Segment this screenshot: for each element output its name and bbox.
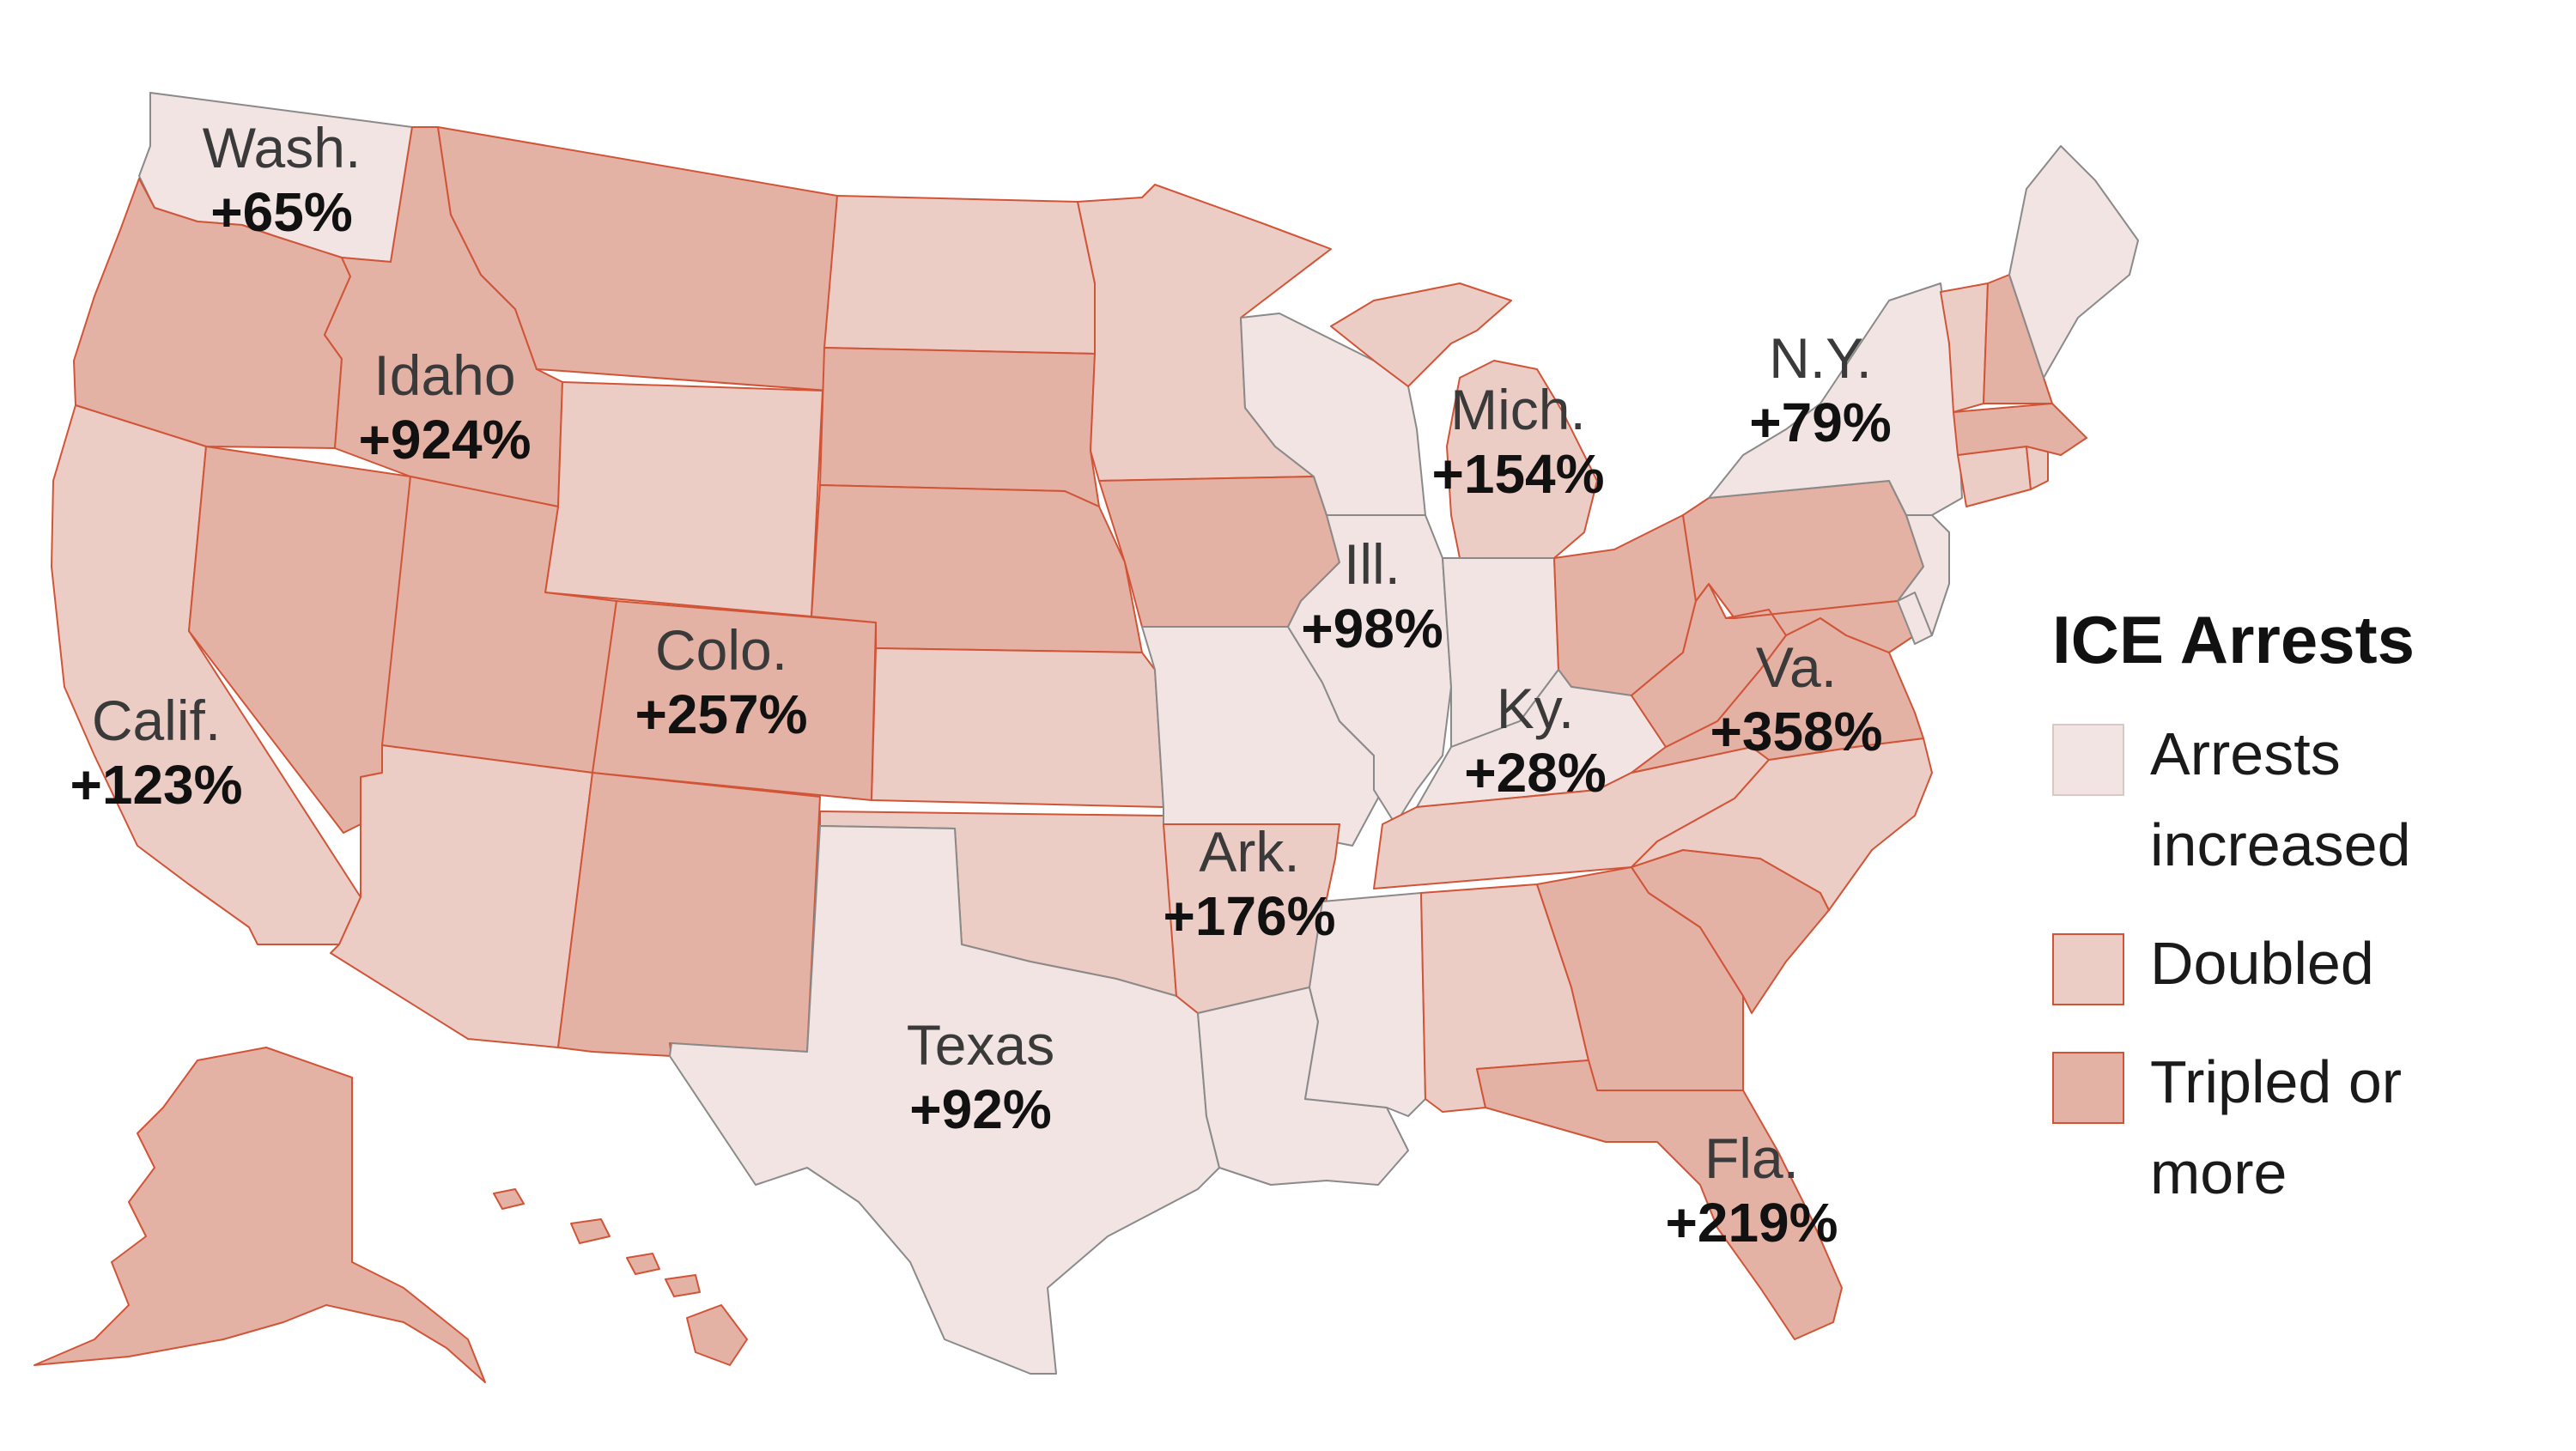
label-il: Ill.+98% [1301,532,1443,659]
legend-item-increased: Arrests increased [2052,717,2550,890]
state-ri [2026,446,2049,490]
label-il-value: +98% [1301,598,1443,659]
state-ca [51,404,361,945]
label-tx: Texas+92% [907,1013,1054,1140]
label-wa-name: Wash. [203,116,361,179]
state-sd [819,347,1100,507]
label-il-name: Ill. [1344,532,1400,596]
state-hi [493,1188,748,1366]
label-ky-value: +28% [1464,742,1606,804]
label-ky: Ky.+28% [1464,677,1606,804]
state-fl [1476,1059,1843,1340]
state-nm [557,772,821,1057]
state-nd [823,195,1096,355]
label-ny-name: N.Y. [1769,326,1872,390]
label-wa: Wash.+65% [203,116,361,243]
legend-swatch-doubled [2052,933,2124,1005]
state-me [2008,145,2139,379]
legend-label-increased: Arrests increased [2150,720,2411,878]
label-ny-value: +79% [1749,392,1891,453]
state-pa [1682,480,1924,619]
legend-label-doubled: Doubled [2150,930,2374,997]
label-co-name: Colo. [655,618,787,682]
label-fl-value: +219% [1665,1192,1838,1254]
label-ca: Calif.+123% [70,689,242,816]
label-ca-value: +123% [70,754,242,816]
legend-label-tripled: Tripled or more [2150,1048,2403,1206]
label-mi-value: +154% [1431,443,1604,505]
label-id-value: +924% [358,409,531,471]
state-wy [544,381,823,617]
state-mi [1330,282,1598,559]
legend-title: ICE Arrests [2052,602,2415,677]
label-ny: N.Y.+79% [1749,326,1891,453]
label-fl: Fla.+219% [1665,1126,1838,1254]
state-ks [871,647,1164,808]
label-ar: Ark.+176% [1163,820,1335,947]
legend-swatch-tripled [2052,1052,2124,1124]
label-fl-name: Fla. [1704,1126,1799,1190]
label-mi: Mich.+154% [1431,378,1604,505]
label-co-value: +257% [635,683,807,745]
label-tx-value: +92% [909,1078,1051,1140]
state-nh [1983,274,2053,404]
label-va: Va.+358% [1710,635,1882,762]
state-az [330,744,593,1048]
state-labels: Wash.+65% Idaho+924% Calif.+123% Colo.+257%… [70,116,1891,1254]
state-vt [1940,282,1989,413]
state-nc [1631,738,1933,911]
state-de [1897,592,1933,645]
state-ak [33,1047,486,1383]
legend-item-tripled: Tripled or more [2052,1045,2550,1218]
label-mi-name: Mich. [1450,378,1586,441]
state-tx [669,825,1220,1375]
label-co: Colo.+257% [635,618,807,745]
label-id: Idaho+924% [358,343,531,471]
label-va-value: +358% [1710,701,1882,762]
label-id-name: Idaho [374,343,515,407]
state-ma [1953,403,2087,456]
legend: ICE Arrests Arrests increased Doubled Tr… [2052,601,2550,1254]
legend-swatch-increased [2052,724,2124,796]
legend-item-doubled: Doubled [2052,926,2550,1009]
state-ct [1957,446,2032,507]
label-ca-name: Calif. [92,689,221,752]
label-va-name: Va. [1756,635,1837,699]
label-wa-value: +65% [210,181,352,243]
label-ky-name: Ky. [1497,677,1574,740]
label-ar-value: +176% [1163,885,1335,947]
label-tx-name: Texas [907,1013,1054,1077]
label-ar-name: Ark. [1199,820,1299,883]
